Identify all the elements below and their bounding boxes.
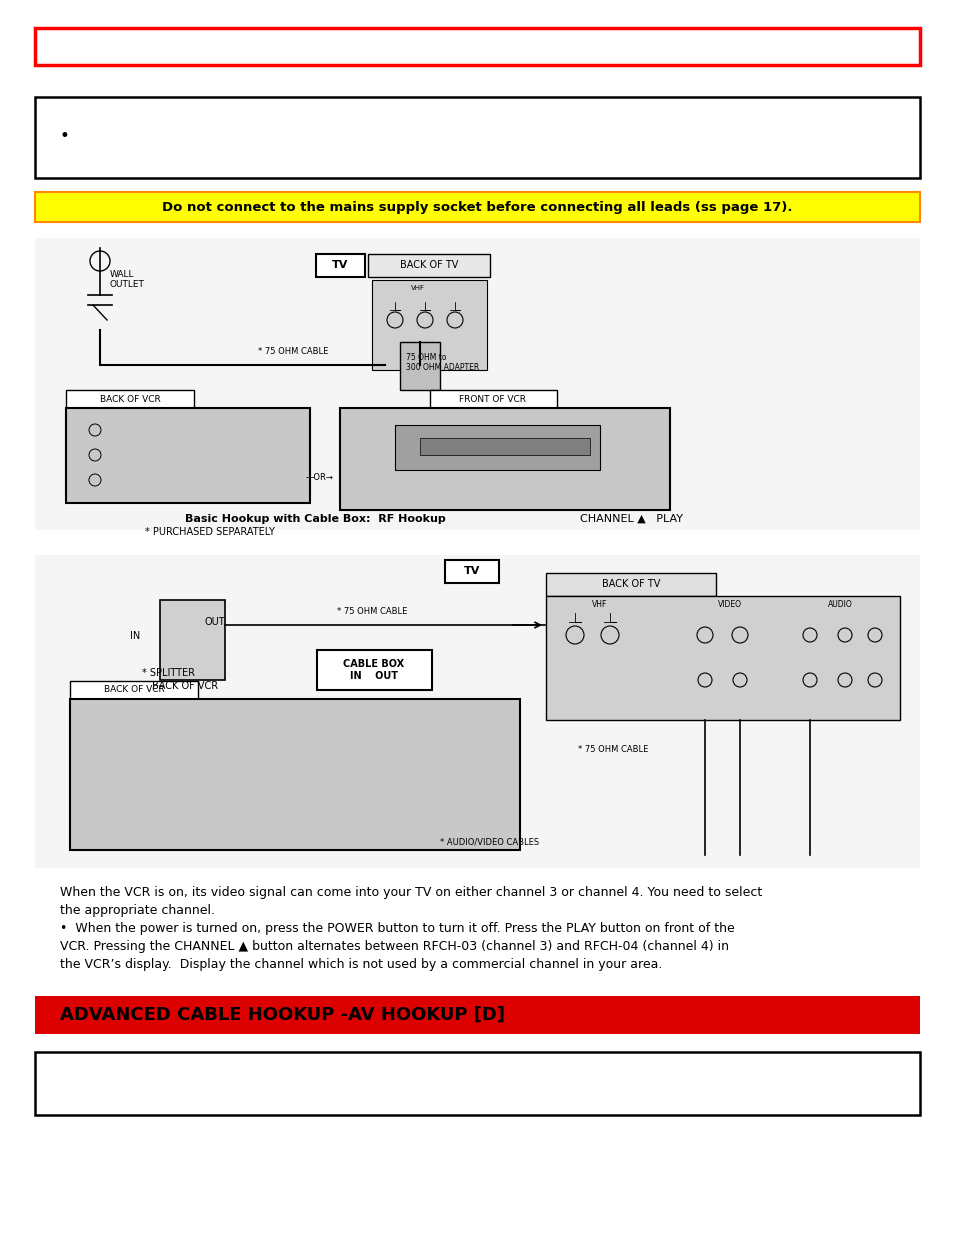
Text: Basic Hookup with Cable Box:  RF Hookup: Basic Hookup with Cable Box: RF Hookup <box>185 514 445 524</box>
Bar <box>368 254 490 277</box>
Bar <box>399 342 439 390</box>
Text: the VCR’s display.  Display the channel which is not used by a commercial channe: the VCR’s display. Display the channel w… <box>60 958 661 971</box>
Bar <box>395 425 599 471</box>
Bar <box>70 680 198 699</box>
Text: * SPLITTER: * SPLITTER <box>142 668 194 678</box>
Text: IN: IN <box>130 631 140 641</box>
Text: VCR. Pressing the CHANNEL ▲ button alternates between RFCH-03 (channel 3) and RF: VCR. Pressing the CHANNEL ▲ button alter… <box>60 940 728 953</box>
Text: TV: TV <box>463 566 479 576</box>
Bar <box>430 390 557 408</box>
Bar <box>35 28 919 65</box>
Text: CABLE BOX
IN    OUT: CABLE BOX IN OUT <box>343 659 404 680</box>
Text: BACK OF VCR: BACK OF VCR <box>99 394 160 404</box>
Text: VHF: VHF <box>592 600 607 609</box>
Text: VHF: VHF <box>411 285 424 291</box>
Text: When the VCR is on, its video signal can come into your TV on either channel 3 o: When the VCR is on, its video signal can… <box>60 885 761 899</box>
Bar <box>66 390 193 408</box>
Bar <box>35 238 919 530</box>
Text: FRONT OF VCR: FRONT OF VCR <box>459 394 526 404</box>
Text: CHANNEL ▲   PLAY: CHANNEL ▲ PLAY <box>579 514 682 524</box>
Bar <box>315 254 365 277</box>
Bar <box>545 597 899 720</box>
Bar <box>35 1052 919 1115</box>
Text: Do not connect to the mains supply socket before connecting all leads (ss page 1: Do not connect to the mains supply socke… <box>162 200 791 214</box>
Text: ADVANCED CABLE HOOKUP -AV HOOKUP [D]: ADVANCED CABLE HOOKUP -AV HOOKUP [D] <box>60 1007 504 1024</box>
Bar <box>66 408 310 503</box>
Bar <box>35 995 919 1034</box>
Text: TV: TV <box>332 261 348 270</box>
Text: —OR→: —OR→ <box>306 473 334 483</box>
Text: * 75 OHM CABLE: * 75 OHM CABLE <box>257 347 328 357</box>
Text: BACK OF VCR: BACK OF VCR <box>152 680 218 692</box>
Bar <box>35 555 919 868</box>
Text: * AUDIO/VIDEO CABLES: * AUDIO/VIDEO CABLES <box>440 837 539 846</box>
Bar <box>316 650 432 690</box>
Bar <box>70 699 519 850</box>
Text: WALL
OUTLET: WALL OUTLET <box>110 270 145 289</box>
Bar <box>35 191 919 222</box>
Text: BACK OF TV: BACK OF TV <box>601 579 659 589</box>
Text: 75 OHM to
300 OHM ADAPTER: 75 OHM to 300 OHM ADAPTER <box>406 353 478 373</box>
Text: the appropriate channel.: the appropriate channel. <box>60 904 214 918</box>
Bar <box>419 438 589 454</box>
Text: •  When the power is turned on, press the POWER button to turn it off. Press the: • When the power is turned on, press the… <box>60 923 734 935</box>
Bar <box>444 559 498 583</box>
Text: * PURCHASED SEPARATELY: * PURCHASED SEPARATELY <box>145 527 274 537</box>
Text: BACK OF TV: BACK OF TV <box>399 261 457 270</box>
Bar <box>339 408 669 510</box>
Bar <box>372 280 486 370</box>
Text: VIDEO: VIDEO <box>718 600 741 609</box>
Bar <box>160 600 225 680</box>
Bar <box>35 98 919 178</box>
Text: •: • <box>60 127 70 144</box>
Text: AUDIO: AUDIO <box>827 600 851 609</box>
Text: * 75 OHM CABLE: * 75 OHM CABLE <box>336 608 407 616</box>
Text: BACK OF VCR: BACK OF VCR <box>104 685 164 694</box>
Bar <box>545 573 716 597</box>
Text: OUT: OUT <box>205 618 225 627</box>
Text: * 75 OHM CABLE: * 75 OHM CABLE <box>578 745 648 753</box>
